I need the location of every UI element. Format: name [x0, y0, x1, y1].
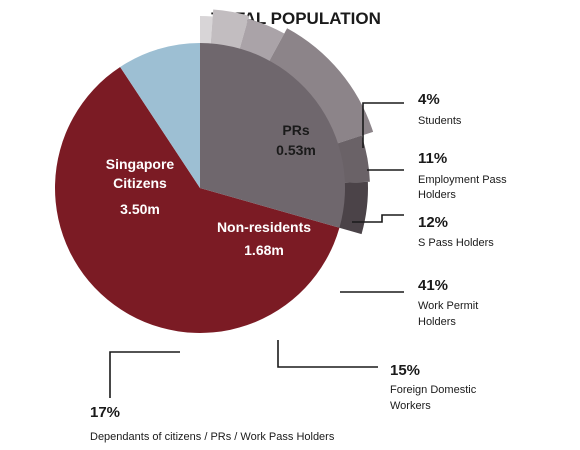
dependants-percent: 17% — [90, 404, 120, 421]
breakdown-ring — [200, 9, 374, 235]
callout-students: 4% Students — [418, 91, 462, 127]
callout-employment-pass: 11% Employment Pass Holders — [418, 150, 507, 201]
citizens-value: 3.50m — [120, 201, 160, 217]
citizens-name-line2: Citizens — [113, 175, 167, 191]
leader-lines — [109, 102, 404, 398]
dependants-label: Dependants of citizens / PRs / Work Pass… — [90, 431, 335, 443]
work-permit-label-line2: Holders — [418, 316, 456, 328]
foreign-domestic-percent: 15% — [390, 362, 420, 379]
ring-segment-6 — [337, 181, 369, 235]
ring-segment-5 — [336, 135, 370, 183]
prs-value: 0.53m — [276, 142, 316, 158]
ring-segment-1 — [200, 16, 213, 46]
callout-foreign-domestic: 15% Foreign Domestic Workers — [390, 362, 477, 412]
leader-line-6 — [109, 351, 180, 398]
nonresidents-name: Non-residents — [217, 219, 311, 235]
employment-pass-label-line2: Holders — [418, 189, 456, 201]
nonresidents-value: 1.68m — [244, 242, 284, 258]
citizens-name-line1: Singapore — [106, 156, 175, 172]
slice-label-nonresidents: Non-residents 1.68m — [217, 219, 311, 258]
callout-dependants: 17% Dependants of citizens / PRs / Work … — [90, 404, 335, 443]
prs-name: PRs — [282, 122, 309, 138]
ring-segment-4 — [268, 28, 374, 144]
pie-slice-singapore-citizens — [54, 66, 340, 333]
work-permit-label-line1: Work Permit — [418, 300, 478, 312]
slice-label-prs: PRs 0.53m — [276, 122, 316, 158]
pie-slice-prs — [120, 43, 200, 188]
students-label: Students — [418, 115, 462, 127]
work-permit-percent: 41% — [418, 277, 448, 294]
employment-pass-label-line1: Employment Pass — [418, 174, 507, 186]
employment-pass-percent: 11% — [418, 150, 447, 167]
pie-slice-non-residents — [200, 43, 345, 228]
callout-s-pass: 12% S Pass Holders — [418, 214, 494, 249]
s-pass-label: S Pass Holders — [418, 237, 494, 249]
slice-label-citizens: Singapore Citizens 3.50m — [106, 156, 175, 217]
leader-line-5 — [277, 340, 378, 368]
students-percent: 4% — [418, 91, 440, 108]
ring-segment-2 — [210, 9, 250, 51]
callout-work-permit: 41% Work Permit Holders — [418, 277, 478, 328]
s-pass-percent: 12% — [418, 214, 448, 231]
ring-segment-3 — [239, 18, 285, 63]
leader-line-3 — [352, 214, 404, 223]
foreign-domestic-label-line1: Foreign Domestic — [390, 384, 477, 396]
main-pie — [54, 43, 345, 333]
leader-line-1 — [362, 102, 404, 148]
foreign-domestic-label-line2: Workers — [390, 400, 431, 412]
